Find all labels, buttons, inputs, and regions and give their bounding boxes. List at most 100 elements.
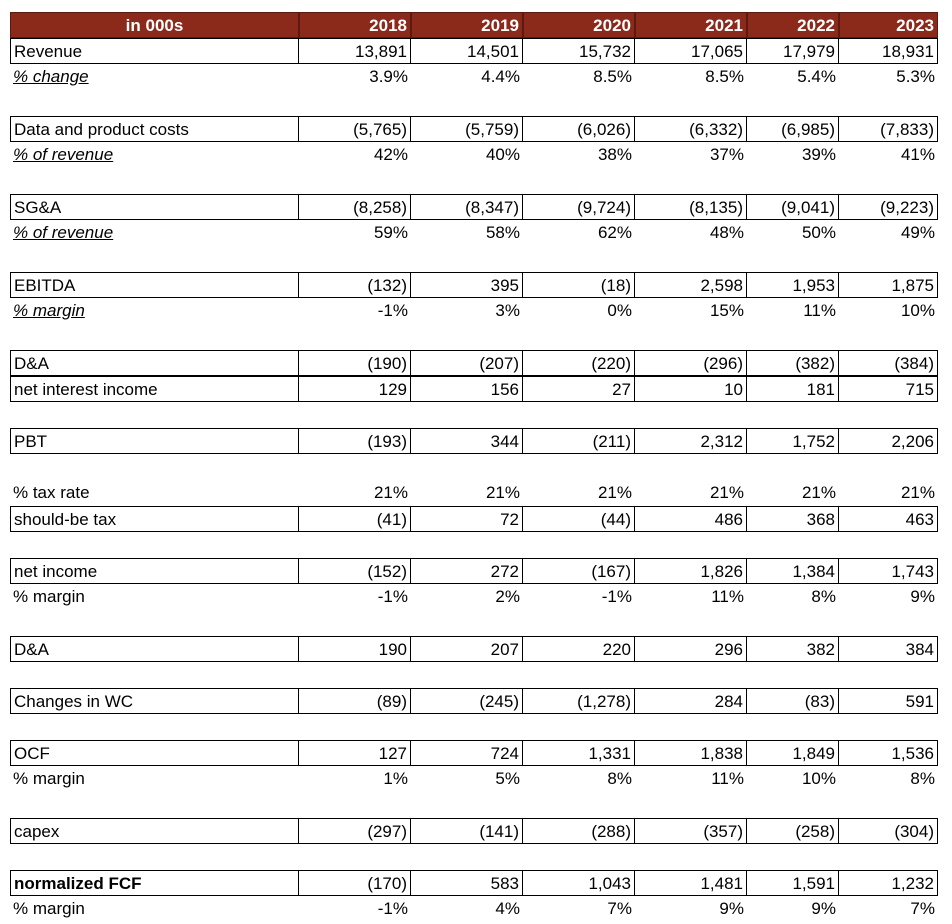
spacer: [10, 844, 938, 870]
spacer: [10, 168, 938, 194]
spacer: [10, 610, 938, 636]
row-label: % of revenue: [13, 145, 114, 164]
cell-2019: (8,347): [411, 194, 523, 220]
row-label: % change: [13, 67, 89, 86]
spacer: [10, 402, 938, 428]
cell-2022: (382): [747, 350, 839, 376]
cell-2022: 1,953: [747, 272, 839, 298]
cell-2020: 38%: [597, 145, 632, 164]
cell-2022: 1,384: [747, 558, 839, 584]
row-ocf: OCF 127 724 1,331 1,838 1,849 1,536: [10, 740, 938, 766]
cell-2021: 21%: [709, 483, 744, 502]
row-da-negative: D&A (190) (207) (220) (296) (382) (384): [10, 350, 938, 376]
cell-2019: 272: [411, 558, 523, 584]
row-label: normalized FCF: [10, 870, 299, 896]
cell-2019: 344: [411, 428, 523, 454]
row-ebitda: EBITDA (132) 395 (18) 2,598 1,953 1,875: [10, 272, 938, 298]
cell-2018: 42%: [373, 145, 408, 164]
cell-2020: (9,724): [523, 194, 635, 220]
cell-2020: (18): [523, 272, 635, 298]
spacer: [10, 532, 938, 558]
row-sga-pct-revenue: % of revenue 59% 58% 62% 48% 50% 49%: [10, 220, 938, 246]
cell-2021: (6,332): [635, 116, 747, 142]
cell-2021: (357): [635, 818, 747, 844]
cell-2021: 11%: [711, 587, 744, 606]
spacer: [10, 324, 938, 350]
cell-2020: (1,278): [523, 688, 635, 714]
cell-2023: 21%: [900, 483, 935, 502]
spacer: [10, 714, 938, 740]
row-costs-pct-revenue: % of revenue 42% 40% 38% 37% 39% 41%: [10, 142, 938, 168]
row-label: PBT: [10, 428, 299, 454]
row-changes-in-wc: Changes in WC (89) (245) (1,278) 284 (83…: [10, 688, 938, 714]
cell-2020: (44): [523, 506, 635, 532]
cell-2019: 583: [411, 870, 523, 896]
cell-2019: 58%: [485, 223, 520, 242]
cell-2023: (7,833): [839, 116, 938, 142]
cell-2022: 1,752: [747, 428, 839, 454]
year-header-2023: 2023: [839, 12, 938, 38]
cell-2022: 17,979: [747, 38, 839, 64]
row-label: net interest income: [10, 376, 299, 402]
cell-2019: (5,759): [411, 116, 523, 142]
cell-2020: -1%: [601, 587, 632, 606]
cell-2019: (141): [411, 818, 523, 844]
cell-2022: 9%: [811, 899, 836, 918]
year-header-2018: 2018: [299, 12, 411, 38]
cell-2021: 37%: [709, 145, 744, 164]
year-header-2021: 2021: [635, 12, 747, 38]
row-label: SG&A: [10, 194, 299, 220]
spacer: [10, 90, 938, 116]
row-da-addback: D&A 190 207 220 296 382 384: [10, 636, 938, 662]
cell-2019: 21%: [485, 483, 520, 502]
cell-2023: 1,232: [839, 870, 938, 896]
cell-2019: 207: [411, 636, 523, 662]
cell-2023: 715: [839, 376, 938, 402]
cell-2023: 49%: [900, 223, 935, 242]
cell-2018: (41): [299, 506, 411, 532]
cell-2019: 72: [411, 506, 523, 532]
cell-2022: (6,985): [747, 116, 839, 142]
spacer: [10, 662, 938, 688]
row-label: Revenue: [10, 38, 299, 64]
row-ebitda-margin: % margin -1% 3% 0% 15% 11% 10%: [10, 298, 938, 324]
cell-2018: -1%: [377, 587, 408, 606]
cell-2021: 10: [635, 376, 747, 402]
cell-2022: 10%: [801, 769, 836, 788]
cell-2021: 48%: [709, 223, 744, 242]
cell-2023: 9%: [910, 587, 935, 606]
year-header-2022: 2022: [747, 12, 839, 38]
row-label: % margin: [13, 899, 85, 918]
cell-2022: 39%: [801, 145, 836, 164]
row-net-income: net income (152) 272 (167) 1,826 1,384 1…: [10, 558, 938, 584]
cell-2021: 9%: [719, 899, 744, 918]
cell-2022: 11%: [803, 301, 836, 320]
cell-2018: (170): [299, 870, 411, 896]
cell-2023: 41%: [900, 145, 935, 164]
cell-2018: 190: [299, 636, 411, 662]
row-label: D&A: [10, 350, 299, 376]
cell-2023: 1,875: [839, 272, 938, 298]
cell-2021: 1,481: [635, 870, 747, 896]
header-title: in 000s: [10, 12, 299, 38]
cell-2019: 40%: [485, 145, 520, 164]
cell-2019: 3%: [495, 301, 520, 320]
cell-2019: 724: [411, 740, 523, 766]
row-ocf-margin: % margin 1% 5% 8% 11% 10% 8%: [10, 766, 938, 792]
row-label: % of revenue: [13, 223, 114, 242]
cell-2018: 127: [299, 740, 411, 766]
cell-2022: (83): [747, 688, 839, 714]
row-label: % margin: [13, 301, 85, 320]
cell-2020: 7%: [607, 899, 632, 918]
cell-2019: 5%: [495, 769, 520, 788]
row-tax-rate: % tax rate 21% 21% 21% 21% 21% 21%: [10, 480, 938, 506]
cell-2021: 1,826: [635, 558, 747, 584]
cell-2018: -1%: [377, 899, 408, 918]
cell-2019: 14,501: [411, 38, 523, 64]
cell-2019: 2%: [495, 587, 520, 606]
row-label: D&A: [10, 636, 299, 662]
cell-2021: 296: [635, 636, 747, 662]
cell-2022: 8%: [811, 587, 836, 606]
cell-2023: 8%: [910, 769, 935, 788]
cell-2018: (190): [299, 350, 411, 376]
